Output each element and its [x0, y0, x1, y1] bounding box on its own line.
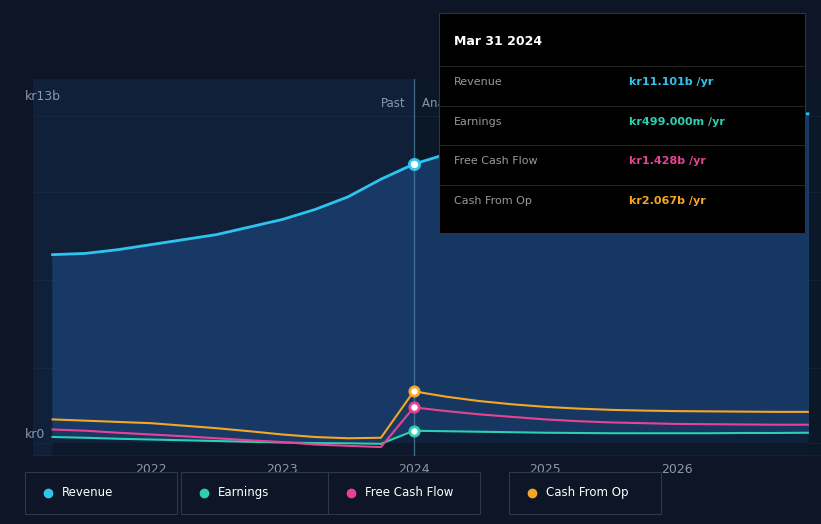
Text: Mar 31 2024: Mar 31 2024 — [454, 35, 542, 48]
Text: Cash From Op: Cash From Op — [454, 196, 532, 206]
Text: Analysts Forecasts: Analysts Forecasts — [422, 97, 531, 111]
Text: Free Cash Flow: Free Cash Flow — [365, 486, 454, 499]
Point — [407, 403, 420, 411]
Text: kr2.067b /yr: kr2.067b /yr — [629, 196, 706, 206]
FancyBboxPatch shape — [509, 472, 661, 514]
Text: kr0: kr0 — [25, 428, 45, 441]
FancyBboxPatch shape — [328, 472, 480, 514]
Text: Past: Past — [381, 97, 406, 111]
Point — [407, 387, 420, 396]
Text: Earnings: Earnings — [218, 486, 269, 499]
Bar — [414, 79, 821, 456]
Text: Free Cash Flow: Free Cash Flow — [454, 156, 538, 166]
Text: Cash From Op: Cash From Op — [546, 486, 628, 499]
Text: Revenue: Revenue — [454, 77, 502, 87]
FancyBboxPatch shape — [25, 472, 177, 514]
Text: kr499.000m /yr: kr499.000m /yr — [629, 116, 725, 126]
Point — [407, 427, 420, 435]
FancyBboxPatch shape — [181, 472, 333, 514]
Text: Revenue: Revenue — [62, 486, 113, 499]
Text: kr11.101b /yr: kr11.101b /yr — [629, 77, 713, 87]
Text: Earnings: Earnings — [454, 116, 502, 126]
Text: kr1.428b /yr: kr1.428b /yr — [629, 156, 706, 166]
Point — [407, 160, 420, 168]
Text: kr13b: kr13b — [25, 90, 61, 103]
Bar — [33, 79, 414, 456]
